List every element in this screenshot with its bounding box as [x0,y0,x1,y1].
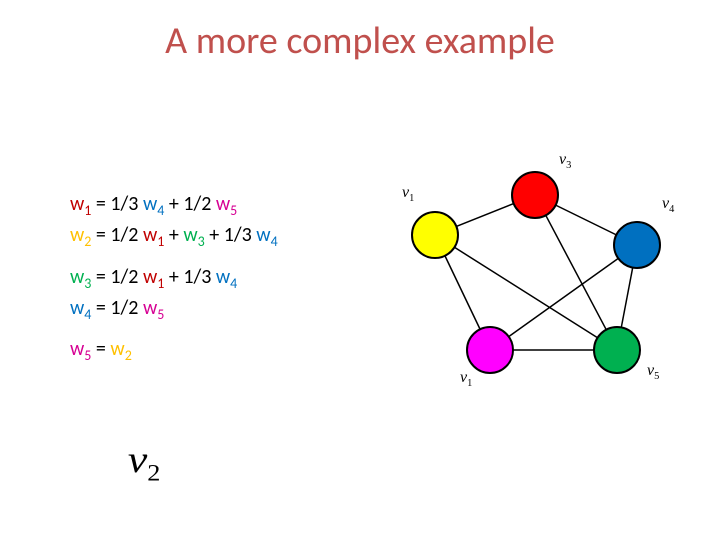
equation-line: w3 = 1/2 w1 + 1/3 w4 [70,263,278,294]
graph-edge [456,204,513,227]
equation-line: w4 = 1/2 w5 [70,294,278,325]
equation-line: w2 = 1/2 w1 + w3 + 1/3 w4 [70,221,278,252]
graph-node-v5 [594,327,640,373]
network-graph: v1 v3 v4 v5 v1 [380,150,685,400]
graph-node-v1 [412,212,458,258]
graph-node-v3 [512,172,558,218]
equation-line: w1 = 1/3 w4 + 1/2 w5 [70,190,278,221]
graph-label-v3: v3 [559,151,571,171]
graph-edge [621,268,632,328]
graph-label-v4: v4 [662,195,675,215]
graph-label-v5: v5 [647,362,659,382]
graph-edge [509,258,619,336]
bottom-v2-label: v2 [128,438,161,487]
equation-line: w5 = w2 [70,335,278,366]
graph-edge [445,256,480,330]
graph-label-v2: v1 [460,369,472,389]
slide-title: A more complex example [0,0,720,64]
graph-edge [556,205,617,235]
graph-edge [546,215,606,329]
graph-node-v4 [614,222,660,268]
graph-label-v1: v1 [402,184,414,204]
equations-block: w1 = 1/3 w4 + 1/2 w5w2 = 1/2 w1 + w3 + 1… [70,190,278,366]
graph-node-v2 [467,327,513,373]
